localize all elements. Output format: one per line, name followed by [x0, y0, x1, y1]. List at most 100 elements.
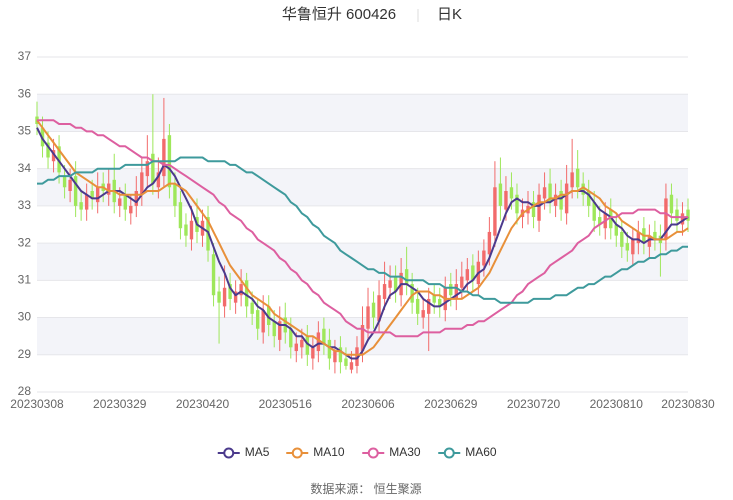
candle-body	[272, 321, 276, 337]
candle-body	[438, 298, 442, 307]
ma-line	[37, 156, 688, 304]
candle-body	[421, 310, 425, 318]
legend-label: MA5	[245, 445, 270, 459]
x-tick-label: 20230308	[10, 397, 64, 411]
candle-body	[493, 187, 497, 236]
x-tick-label: 20230810	[590, 397, 644, 411]
x-tick-label: 20230720	[507, 397, 561, 411]
candle-body	[636, 231, 641, 244]
candle-body	[261, 310, 265, 333]
grid-band	[37, 94, 688, 132]
candle-body	[84, 194, 89, 210]
candle-body	[504, 191, 508, 210]
candle-body	[432, 295, 436, 303]
candle-body	[360, 325, 365, 352]
candle-body	[233, 291, 238, 303]
candle-body	[371, 302, 376, 318]
candle-body	[95, 187, 100, 203]
y-tick-label: 31	[18, 273, 32, 287]
candle-body	[156, 172, 161, 188]
candle-body	[664, 198, 668, 240]
candle-body	[515, 194, 519, 214]
candle-body	[498, 183, 503, 206]
candle-body	[581, 183, 585, 195]
candle-body	[178, 202, 183, 229]
candle-body	[311, 347, 315, 359]
candle-body	[570, 172, 574, 188]
candle-body	[333, 351, 337, 363]
candle-body	[162, 138, 166, 177]
source-note: 数据来源： 恒生聚源	[310, 481, 421, 496]
legend-label: MA60	[465, 445, 497, 459]
candle-body	[62, 176, 67, 188]
legend-marker	[223, 447, 235, 459]
legend-label: MA30	[389, 445, 421, 459]
candle-body	[647, 235, 652, 247]
x-tick-label: 20230329	[93, 397, 147, 411]
candle-body	[393, 276, 398, 292]
candle-body	[211, 254, 216, 296]
x-tick-label: 20230629	[424, 397, 478, 411]
candle-body	[344, 358, 348, 366]
candle-body	[482, 250, 486, 266]
candle-body	[427, 298, 431, 314]
ma-line	[36, 127, 689, 360]
y-tick-label: 33	[18, 198, 32, 212]
candle-body	[327, 339, 332, 359]
candle-body	[79, 202, 83, 210]
candle-body	[471, 265, 475, 281]
candle-body	[609, 209, 613, 229]
candle-body	[217, 291, 221, 303]
y-tick-label: 36	[18, 86, 32, 100]
candle-body	[410, 284, 414, 303]
candle-body	[548, 183, 552, 203]
x-tick-label: 20230516	[259, 397, 313, 411]
candle-body	[134, 191, 139, 206]
y-tick-label: 28	[18, 384, 32, 398]
grid-band	[37, 168, 688, 206]
candle-body	[404, 269, 409, 285]
x-tick-label: 20230830	[661, 397, 715, 411]
candle-body	[255, 310, 260, 329]
candle-body	[449, 284, 453, 296]
candle-body	[553, 194, 558, 206]
candle-body	[531, 202, 536, 218]
candle-body	[614, 224, 618, 236]
chart-title: 华鲁恒升 600426	[282, 6, 396, 23]
ma-line	[37, 119, 688, 338]
candle-body	[669, 194, 674, 214]
candle-body	[355, 347, 359, 366]
candle-body	[244, 280, 249, 307]
candle-body	[460, 276, 464, 288]
y-tick-label: 34	[18, 161, 32, 175]
ma-line	[36, 119, 689, 356]
legend-marker	[291, 447, 303, 459]
candle-body	[686, 209, 690, 221]
candle-body	[239, 284, 243, 296]
candle-body	[487, 231, 492, 255]
candle-body	[305, 336, 310, 355]
candle-body	[509, 187, 514, 199]
candle-body	[322, 328, 326, 344]
candle-body	[592, 202, 596, 221]
candle-body	[118, 198, 122, 206]
candle-body	[151, 153, 155, 184]
candle-body	[294, 343, 298, 352]
candle-body	[542, 187, 547, 199]
candle-body	[454, 284, 458, 299]
candle-body	[51, 150, 56, 162]
candle-body	[145, 161, 150, 177]
candle-body	[300, 339, 304, 348]
candle-body	[316, 332, 321, 352]
candle-body	[653, 231, 657, 240]
candle-body	[57, 146, 61, 173]
chart-subtitle: 日K	[437, 6, 462, 23]
candle-body	[620, 231, 624, 247]
candle-body	[222, 287, 227, 307]
candle-body	[598, 217, 602, 225]
candle-body	[90, 191, 94, 199]
y-tick-label: 29	[18, 347, 32, 361]
candle-body	[349, 362, 354, 370]
y-tick-label: 30	[18, 310, 32, 324]
candle-body	[680, 213, 685, 225]
